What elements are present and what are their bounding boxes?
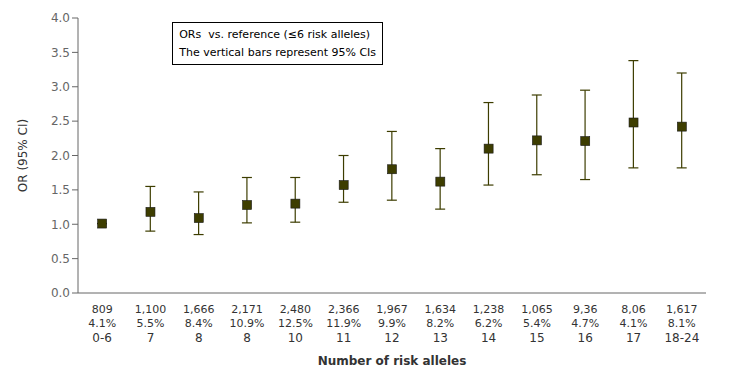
- svg-text:12: 12: [384, 331, 399, 345]
- svg-text:1.5: 1.5: [51, 183, 70, 197]
- svg-text:17: 17: [626, 331, 641, 345]
- svg-text:0.0: 0.0: [51, 286, 70, 300]
- svg-text:2.0: 2.0: [51, 149, 70, 163]
- svg-text:10: 10: [288, 331, 303, 345]
- svg-text:2,171: 2,171: [231, 303, 263, 316]
- svg-text:8.4%: 8.4%: [185, 317, 213, 330]
- svg-text:1,617: 1,617: [666, 303, 698, 316]
- svg-text:1,666: 1,666: [183, 303, 215, 316]
- svg-text:10.9%: 10.9%: [230, 317, 265, 330]
- svg-text:2,480: 2,480: [280, 303, 312, 316]
- svg-text:1,100: 1,100: [135, 303, 167, 316]
- svg-text:9,36: 9,36: [573, 303, 598, 316]
- svg-text:3.5: 3.5: [51, 46, 70, 60]
- svg-text:14: 14: [481, 331, 496, 345]
- svg-text:8.2%: 8.2%: [426, 317, 454, 330]
- svg-text:18-24: 18-24: [664, 331, 699, 345]
- svg-text:16: 16: [578, 331, 593, 345]
- svg-text:4.1%: 4.1%: [620, 317, 648, 330]
- svg-text:1,967: 1,967: [376, 303, 408, 316]
- svg-text:8: 8: [243, 331, 251, 345]
- svg-text:8,06: 8,06: [621, 303, 646, 316]
- svg-text:809: 809: [92, 303, 113, 316]
- svg-text:4.7%: 4.7%: [571, 317, 599, 330]
- svg-text:0.5: 0.5: [51, 252, 70, 266]
- svg-text:12.5%: 12.5%: [278, 317, 313, 330]
- svg-text:1,238: 1,238: [473, 303, 505, 316]
- svg-text:4.1%: 4.1%: [88, 317, 116, 330]
- html-text:The vertical bars represent 95: The vertical bars represent 95% CIs: [179, 45, 377, 59]
- svg-text:0-6: 0-6: [92, 331, 112, 345]
- svg-text:1.0: 1.0: [51, 218, 70, 232]
- svg-text:11: 11: [336, 331, 351, 345]
- svg-text:2.5: 2.5: [51, 114, 70, 128]
- svg-text:5.4%: 5.4%: [523, 317, 551, 330]
- svg-text:6.2%: 6.2%: [475, 317, 503, 330]
- svg-text:7: 7: [147, 331, 155, 345]
- svg-text:OR (95% CI): OR (95% CI): [16, 119, 30, 192]
- svg-text:2,366: 2,366: [328, 303, 360, 316]
- svg-text:8: 8: [195, 331, 203, 345]
- svg-text:9.9%: 9.9%: [378, 317, 406, 330]
- svg-text:11.9%: 11.9%: [326, 317, 361, 330]
- svg-text:5.5%: 5.5%: [136, 317, 164, 330]
- svg-text:4.0: 4.0: [51, 11, 70, 25]
- svg-text:3.0: 3.0: [51, 80, 70, 94]
- svg-text:15: 15: [529, 331, 544, 345]
- svg-text:13: 13: [433, 331, 448, 345]
- svg-text:Number of risk alleles: Number of risk alleles: [318, 354, 467, 368]
- svg-text:1,634: 1,634: [425, 303, 457, 316]
- svg-text:8.1%: 8.1%: [668, 317, 696, 330]
- html-text:ORs vs. reference (≤6 risk all: ORs vs. reference (≤6 risk alleles): [179, 28, 371, 41]
- svg-text:1,065: 1,065: [521, 303, 553, 316]
